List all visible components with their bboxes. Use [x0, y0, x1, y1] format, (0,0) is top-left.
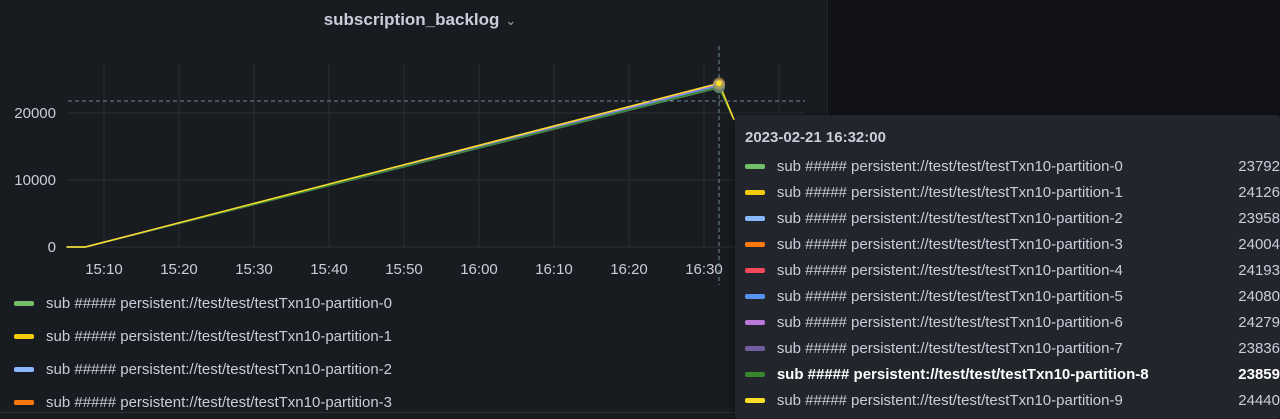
- series-color-swatch: [745, 397, 765, 403]
- panel: subscription_backlog ⌄ 0 10000 20000 15:10 15…: [0, 0, 828, 419]
- series-color-swatch: [745, 241, 765, 247]
- tooltip-row: sub ##### persistent://test/test/testTxn…: [745, 361, 1280, 387]
- chevron-down-icon[interactable]: ⌄: [505, 13, 517, 28]
- y-tick-label: 20000: [14, 105, 56, 122]
- tooltip-time: 2023-02-21 16:32:00: [745, 129, 886, 146]
- tooltip-series-value: 24004: [1238, 235, 1280, 253]
- tooltip-series-name: sub ##### persistent://test/test/testTxn…: [776, 313, 1123, 331]
- tooltip-series-value: 23836: [1238, 339, 1280, 357]
- tooltip-series-value: 23859: [1238, 365, 1280, 383]
- series-line: [66, 86, 735, 248]
- x-tick-label: 15:30: [235, 261, 273, 278]
- tooltip-row: sub ##### persistent://test/test/testTxn…: [745, 283, 1280, 309]
- tooltip-series-name: sub ##### persistent://test/test/testTxn…: [776, 391, 1123, 409]
- x-tick-label: 15:40: [310, 261, 348, 278]
- tooltip-series-name: sub ##### persistent://test/test/testTxn…: [776, 157, 1123, 175]
- x-tick-label: 16:20: [610, 261, 648, 278]
- hover-point: [713, 81, 725, 94]
- tooltip-series-name: sub ##### persistent://test/test/testTxn…: [776, 339, 1123, 357]
- tooltip-series-name: sub ##### persistent://test/test/testTxn…: [776, 287, 1123, 305]
- tooltip-series-value: 24440: [1238, 391, 1280, 409]
- hover-point: [716, 80, 722, 87]
- tooltip-row: sub ##### persistent://test/test/testTxn…: [745, 153, 1280, 179]
- series-color-swatch: [14, 334, 34, 339]
- x-tick-label: 15:50: [385, 261, 423, 278]
- tooltip-row: sub ##### persistent://test/test/testTxn…: [745, 309, 1280, 335]
- tooltip-row: sub ##### persistent://test/test/testTxn…: [745, 387, 1280, 413]
- divider: [0, 412, 828, 413]
- x-tick-label: 16:10: [535, 261, 573, 278]
- tooltip-series-value: 24080: [1238, 287, 1280, 305]
- series-color-swatch: [14, 301, 34, 306]
- series-color-swatch: [745, 189, 765, 195]
- legend-item[interactable]: sub ##### persistent://test/test/testTxn…: [14, 287, 814, 320]
- time-series-chart[interactable]: 0 10000 20000 15:10 15:20 15:30 15:40 15:50 16:0…: [0, 0, 828, 285]
- series-line: [66, 82, 735, 248]
- tooltip-row: sub ##### persistent://test/test/testTxn…: [745, 205, 1280, 231]
- x-tick-label: 15:20: [160, 261, 198, 278]
- tooltip-series-name: sub ##### persistent://test/test/testTxn…: [776, 209, 1123, 227]
- y-tick-label: 0: [48, 239, 56, 256]
- series-color-swatch: [745, 371, 765, 377]
- legend-item[interactable]: sub ##### persistent://test/test/testTxn…: [14, 353, 814, 386]
- series-color-swatch: [14, 400, 34, 405]
- tooltip: 2023-02-21 16:32:00 sub ##### persistent…: [735, 115, 1280, 419]
- hover-point: [713, 81, 725, 94]
- tooltip-row: sub ##### persistent://test/test/testTxn…: [745, 257, 1280, 283]
- tooltip-series-name: sub ##### persistent://test/test/testTxn…: [776, 365, 1149, 383]
- series-color-swatch: [745, 345, 765, 351]
- legend: sub ##### persistent://test/test/testTxn…: [14, 287, 814, 412]
- panel-title[interactable]: subscription_backlog ⌄: [0, 10, 840, 30]
- x-tick-label: 16:30: [685, 261, 723, 278]
- tooltip-series-value: 24279: [1238, 313, 1280, 331]
- legend-item[interactable]: sub ##### persistent://test/test/testTxn…: [14, 386, 814, 412]
- legend-label: sub ##### persistent://test/test/testTxn…: [46, 328, 393, 345]
- legend-label: sub ##### persistent://test/test/testTxn…: [46, 394, 393, 411]
- legend-label: sub ##### persistent://test/test/testTxn…: [46, 361, 393, 378]
- tooltip-row: sub ##### persistent://test/test/testTxn…: [745, 179, 1280, 205]
- tooltip-series-name: sub ##### persistent://test/test/testTxn…: [776, 183, 1123, 201]
- panel-title-text: subscription_backlog: [323, 10, 500, 29]
- tooltip-series-value: 24193: [1238, 261, 1280, 279]
- tooltip-row: sub ##### persistent://test/test/testTxn…: [745, 335, 1280, 361]
- y-tick-label: 10000: [14, 172, 56, 189]
- tooltip-series-value: 23958: [1238, 209, 1280, 227]
- tooltip-series-value: 23792: [1238, 157, 1280, 175]
- hover-point: [713, 81, 725, 94]
- series-color-swatch: [745, 163, 765, 169]
- x-tick-label: 16:00: [460, 261, 498, 278]
- legend-label: sub ##### persistent://test/test/testTxn…: [46, 295, 393, 312]
- tooltip-series-name: sub ##### persistent://test/test/testTxn…: [776, 261, 1123, 279]
- x-tick-label: 15:10: [85, 261, 123, 278]
- series-color-swatch: [745, 319, 765, 325]
- legend-item[interactable]: sub ##### persistent://test/test/testTxn…: [14, 320, 814, 353]
- tooltip-series-name: sub ##### persistent://test/test/testTxn…: [776, 235, 1123, 253]
- hover-point: [713, 80, 725, 93]
- series-color-swatch: [14, 367, 34, 372]
- tooltip-series-value: 24126: [1238, 183, 1280, 201]
- series-color-swatch: [745, 215, 765, 221]
- series-color-swatch: [745, 267, 765, 273]
- tooltip-row: sub ##### persistent://test/test/testTxn…: [745, 231, 1280, 257]
- series-color-swatch: [745, 293, 765, 299]
